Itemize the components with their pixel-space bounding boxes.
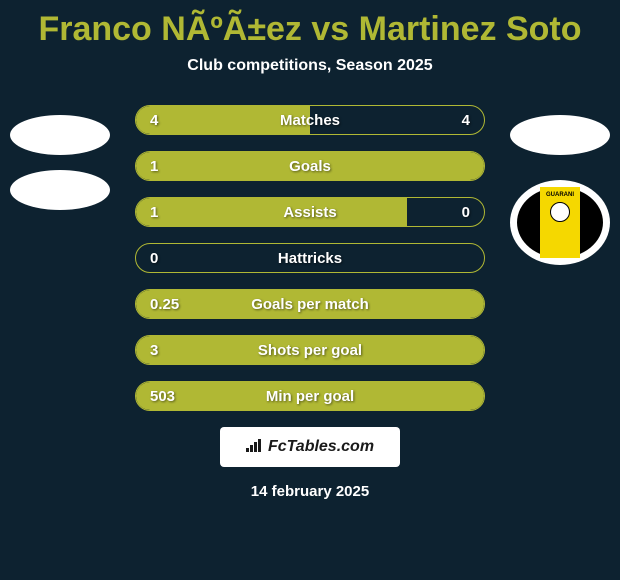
stat-value-right: 0 bbox=[462, 204, 470, 221]
stat-value-left: 0.25 bbox=[150, 296, 179, 313]
stat-row: 4 Matches 4 bbox=[135, 105, 485, 135]
stat-row: 3 Shots per goal bbox=[135, 335, 485, 365]
logo-inner: GUARANI bbox=[517, 187, 603, 258]
stat-row: 1 Assists 0 bbox=[135, 197, 485, 227]
footer-bars-icon bbox=[246, 438, 264, 457]
stat-value-left: 3 bbox=[150, 342, 158, 359]
placeholder-oval bbox=[510, 115, 610, 155]
placeholder-oval bbox=[10, 170, 110, 210]
stat-value-left: 503 bbox=[150, 388, 175, 405]
subtitle: Club competitions, Season 2025 bbox=[0, 57, 620, 105]
stat-row: 0 Hattricks bbox=[135, 243, 485, 273]
club-logo: GUARANI bbox=[510, 180, 610, 265]
stat-label: Hattricks bbox=[278, 250, 342, 267]
stat-value-left: 0 bbox=[150, 250, 158, 267]
stat-value-left: 4 bbox=[150, 112, 158, 129]
footer-brand-box: FcTables.com bbox=[220, 427, 400, 467]
stat-row: 503 Min per goal bbox=[135, 381, 485, 411]
stat-label: Assists bbox=[283, 204, 336, 221]
stat-row: 1 Goals bbox=[135, 151, 485, 181]
stat-value-left: 1 bbox=[150, 204, 158, 221]
stat-row: 0.25 Goals per match bbox=[135, 289, 485, 319]
footer-brand-text: FcTables.com bbox=[268, 438, 374, 456]
stat-value-right: 4 bbox=[462, 112, 470, 129]
logo-ball-icon bbox=[550, 202, 570, 222]
right-placeholders bbox=[510, 115, 610, 170]
stat-label: Goals per match bbox=[251, 296, 369, 313]
stat-value-left: 1 bbox=[150, 158, 158, 175]
left-placeholders bbox=[10, 115, 110, 225]
footer-date: 14 february 2025 bbox=[0, 483, 620, 500]
logo-stripe: GUARANI bbox=[540, 187, 580, 258]
placeholder-oval bbox=[10, 115, 110, 155]
stats-container: 4 Matches 4 1 Goals 1 Assists 0 0 Hattricks 0.25 Go… bbox=[135, 105, 485, 411]
logo-text: GUARANI bbox=[546, 192, 574, 198]
stat-label: Matches bbox=[280, 112, 340, 129]
stat-label: Min per goal bbox=[266, 388, 354, 405]
stat-label: Shots per goal bbox=[258, 342, 362, 359]
stat-fill bbox=[136, 198, 407, 226]
stat-label: Goals bbox=[289, 158, 331, 175]
page-title: Franco NÃºÃ±ez vs Martinez Soto bbox=[0, 0, 620, 57]
